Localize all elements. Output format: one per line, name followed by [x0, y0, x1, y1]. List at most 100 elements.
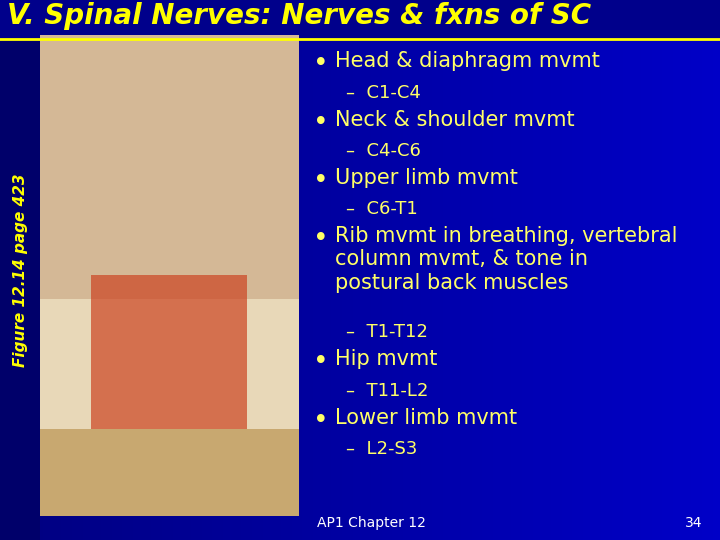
Bar [259, 0, 263, 540]
Bar [698, 0, 702, 540]
Bar [400, 0, 403, 540]
Bar [91, 275, 247, 444]
Bar [619, 0, 623, 540]
Bar [371, 0, 374, 540]
Bar [346, 0, 349, 540]
Bar [518, 0, 522, 540]
Text: •: • [313, 226, 329, 252]
Bar [446, 0, 450, 540]
Bar [227, 0, 230, 540]
Bar [180, 0, 184, 540]
Bar [281, 0, 284, 540]
Text: –  L2-S3: – L2-S3 [346, 440, 417, 458]
Bar [40, 429, 299, 516]
Bar [691, 0, 695, 540]
Bar [526, 0, 529, 540]
Bar [212, 0, 216, 540]
Bar [443, 0, 446, 540]
Text: •: • [313, 168, 329, 194]
Bar [22, 0, 25, 540]
Bar [40, 0, 43, 540]
Bar [544, 0, 547, 540]
Bar [522, 0, 526, 540]
Bar [328, 0, 331, 540]
Bar [137, 0, 140, 540]
Bar [198, 0, 202, 540]
Bar [508, 0, 511, 540]
Bar [310, 0, 313, 540]
Bar [61, 0, 65, 540]
Bar [515, 0, 518, 540]
Text: 34: 34 [685, 516, 702, 530]
Bar [572, 0, 576, 540]
Bar [454, 0, 457, 540]
Text: •: • [313, 110, 329, 136]
Text: Head & diaphragm mvmt: Head & diaphragm mvmt [335, 51, 600, 71]
Bar [83, 0, 86, 540]
Bar [317, 0, 320, 540]
Bar [583, 0, 587, 540]
Bar [72, 0, 76, 540]
Bar [76, 0, 79, 540]
Bar [396, 0, 400, 540]
Bar [630, 0, 634, 540]
Text: –  T1-T12: – T1-T12 [346, 323, 428, 341]
Bar [90, 0, 94, 540]
Bar [623, 0, 626, 540]
Bar [0, 0, 720, 38]
Bar [472, 0, 475, 540]
Bar [320, 0, 324, 540]
Bar [14, 0, 18, 540]
Bar [252, 0, 256, 540]
Bar [374, 0, 378, 540]
Bar [439, 0, 443, 540]
Bar [450, 0, 454, 540]
Bar [115, 0, 119, 540]
Bar [436, 0, 439, 540]
Bar [457, 0, 461, 540]
Bar [716, 0, 720, 540]
Bar [511, 0, 515, 540]
Bar [65, 0, 68, 540]
Bar [626, 0, 630, 540]
Bar [533, 0, 536, 540]
Bar [367, 0, 371, 540]
Bar [695, 0, 698, 540]
Bar [155, 0, 158, 540]
Bar [569, 0, 572, 540]
Bar [709, 0, 713, 540]
Bar [688, 0, 691, 540]
Bar [637, 0, 641, 540]
Bar [558, 0, 562, 540]
Bar [173, 0, 176, 540]
Text: –  C1-C4: – C1-C4 [346, 84, 420, 102]
Bar [25, 0, 29, 540]
Bar [79, 0, 83, 540]
Text: Lower limb mvmt: Lower limb mvmt [335, 408, 517, 428]
Bar [353, 0, 356, 540]
Bar [702, 0, 706, 540]
Bar [112, 0, 115, 540]
Bar [565, 0, 569, 540]
Bar [680, 0, 684, 540]
Bar [670, 0, 673, 540]
Bar [418, 0, 421, 540]
Bar [169, 0, 173, 540]
Bar [86, 0, 90, 540]
Bar [605, 0, 608, 540]
Bar [576, 0, 580, 540]
Bar [18, 0, 22, 540]
Bar [0, 0, 4, 540]
Bar [11, 0, 14, 540]
Bar [608, 0, 612, 540]
Bar [94, 0, 97, 540]
Bar [529, 0, 533, 540]
Bar [655, 0, 659, 540]
Bar [407, 0, 410, 540]
Bar [54, 0, 58, 540]
Bar [360, 0, 364, 540]
Bar [166, 0, 169, 540]
Bar [256, 0, 259, 540]
Text: •: • [313, 349, 329, 375]
Bar [644, 0, 648, 540]
